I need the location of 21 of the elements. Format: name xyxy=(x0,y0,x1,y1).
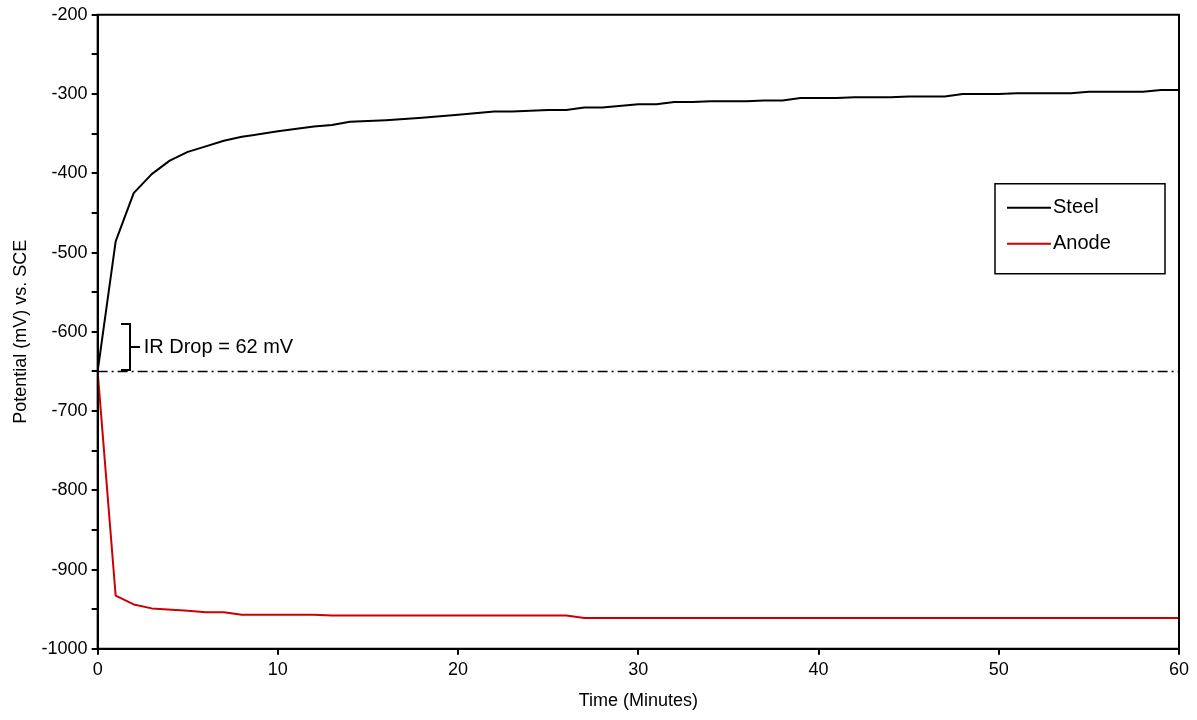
legend-label: Steel xyxy=(1053,195,1099,218)
legend-label: Anode xyxy=(1053,231,1111,254)
y-tick-label: -400 xyxy=(51,162,88,183)
y-tick-label: -800 xyxy=(51,479,88,500)
x-tick-label: 60 xyxy=(1168,658,1190,679)
x-axis-title: Time (Minutes) xyxy=(578,690,698,711)
x-tick-label: 50 xyxy=(988,658,1009,679)
y-tick-label: -500 xyxy=(51,241,88,262)
x-tick-label: 20 xyxy=(448,658,469,679)
x-tick-label: 40 xyxy=(808,658,829,679)
x-tick-label: 30 xyxy=(628,658,649,679)
x-tick-label: 0 xyxy=(92,658,103,679)
y-tick-label: -900 xyxy=(51,558,88,579)
y-tick-label: -300 xyxy=(51,83,88,104)
y-tick-label: -700 xyxy=(51,400,88,421)
annotation: IR Drop = 62 mV xyxy=(143,334,294,357)
y-axis-title: Potential (mV) vs. SCE xyxy=(9,239,30,424)
x-tick-label: 10 xyxy=(267,658,288,679)
y-tick-label: -200 xyxy=(51,3,88,24)
y-tick-label: -1000 xyxy=(41,637,88,658)
y-tick-label: -600 xyxy=(51,320,88,341)
